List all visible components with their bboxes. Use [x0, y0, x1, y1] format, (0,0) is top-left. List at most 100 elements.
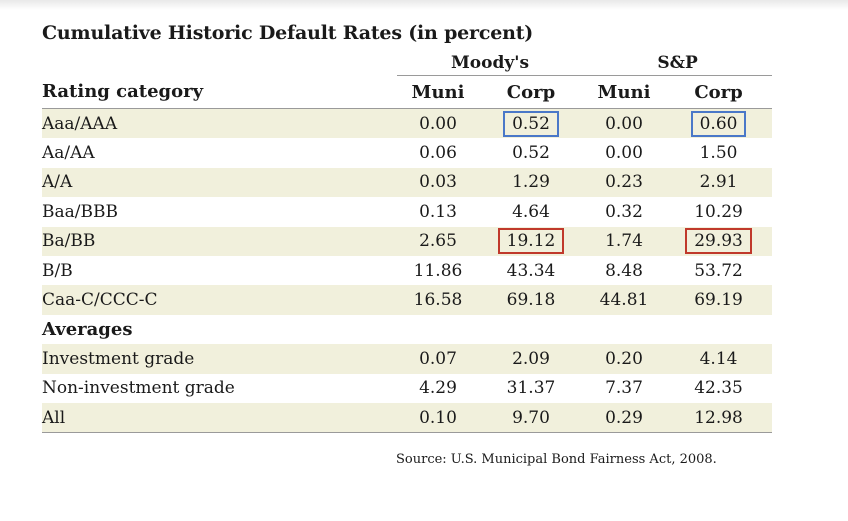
cell-value: 2.91 [699, 172, 738, 193]
table-cell: 0.60 [665, 108, 773, 139]
table-cell: 0.00 [583, 108, 666, 139]
cell-value: 4.14 [699, 348, 738, 369]
table-cell: 0.00 [397, 108, 479, 139]
column-group-sp: S&P [583, 46, 773, 76]
table-cell: 31.37 [479, 374, 583, 403]
default-rates-table: Moody's S&P Rating category Muni Corp Mu… [42, 46, 773, 434]
header-sp-muni: Muni [583, 75, 666, 109]
table-title: Cumulative Historic Default Rates (in pe… [42, 22, 534, 44]
row-label: Non-investment grade [42, 378, 235, 399]
table-row: Investment grade 0.07 2.09 0.20 4.14 [42, 344, 773, 374]
table-row: Caa-C/CCC-C 16.58 69.18 44.81 69.19 [42, 285, 773, 315]
top-shadow-bar [0, 0, 848, 10]
table-cell: 69.18 [479, 285, 584, 315]
table-cell: 12.98 [665, 402, 773, 434]
section-row-averages: Averages [42, 315, 772, 344]
table-cell: 0.29 [583, 402, 666, 434]
cell-value: 1.29 [512, 172, 550, 193]
row-label: A/A [42, 167, 397, 198]
row-label: Aaa/AAA [42, 108, 397, 139]
cell-value: 42.35 [694, 378, 743, 399]
cell-value: 0.20 [605, 348, 643, 369]
table-cell: 0.10 [397, 402, 479, 434]
table-row: Non-investment grade 4.29 31.37 7.37 42.35 [42, 374, 772, 403]
row-label: Aa/AA [42, 143, 95, 164]
cell-value: 0.00 [605, 143, 643, 164]
cell-value: 0.07 [419, 348, 457, 369]
cell-value: 0.29 [605, 407, 643, 428]
cell-value: 9.70 [512, 407, 550, 428]
cell-value: 4.29 [419, 378, 457, 399]
column-group-moodys: Moody's [397, 46, 584, 76]
table-cell: 16.58 [397, 285, 479, 315]
header-sp-corp: Corp [665, 75, 773, 109]
table-cell: 0.32 [583, 197, 665, 226]
cell-value: 8.48 [605, 260, 643, 281]
highlighted-cell-value: 0.52 [503, 110, 559, 137]
column-group-row: Moody's S&P [42, 46, 773, 76]
cell-value: 53.72 [694, 260, 743, 281]
table-row: Ba/BB 2.65 19.12 1.74 29.93 [42, 226, 773, 256]
row-label: Caa-C/CCC-C [42, 285, 397, 315]
cell-value: 0.32 [605, 201, 643, 222]
row-label: B/B [42, 260, 73, 281]
cell-value: 12.98 [694, 407, 743, 428]
table-cell: 0.07 [397, 344, 479, 374]
table-cell: 8.48 [583, 256, 665, 285]
section-label: Averages [42, 318, 133, 340]
table-cell: 29.93 [665, 226, 773, 256]
cell-value: 31.37 [506, 378, 556, 399]
cell-value: 16.58 [413, 290, 463, 311]
table-cell: 53.72 [665, 256, 772, 285]
table-cell: 0.13 [397, 197, 479, 226]
row-label: All [42, 402, 397, 434]
cell-value: 69.19 [694, 290, 743, 311]
source-note: Source: U.S. Municipal Bond Fairness Act… [396, 452, 717, 467]
table-cell: 2.09 [479, 344, 584, 374]
table-cell: 0.03 [397, 167, 479, 198]
cell-value: 1.50 [699, 143, 738, 164]
cell-value: 0.23 [605, 172, 643, 193]
table-row: Aa/AA 0.06 0.52 0.00 1.50 [42, 138, 772, 167]
table-cell: 9.70 [479, 402, 584, 434]
table-cell: 0.20 [583, 344, 666, 374]
cell-value: 0.00 [419, 113, 457, 134]
row-label: Baa/BBB [42, 201, 118, 222]
table-row: A/A 0.03 1.29 0.23 2.91 [42, 167, 773, 198]
cell-value: 0.06 [419, 143, 457, 164]
default-rates-table-figure: Cumulative Historic Default Rates (in pe… [42, 20, 773, 434]
row-label: Ba/BB [42, 226, 397, 256]
cell-value: 0.00 [605, 113, 643, 134]
header-row: Rating category Muni Corp Muni Corp [42, 75, 773, 109]
table-row: Aaa/AAA 0.00 0.52 0.00 0.60 [42, 108, 773, 139]
cell-value: 0.52 [512, 143, 550, 164]
table-cell: 11.86 [397, 256, 479, 285]
table-row: Baa/BBB 0.13 4.64 0.32 10.29 [42, 197, 772, 226]
cell-value: 2.09 [512, 348, 550, 369]
table-cell: 7.37 [583, 374, 665, 403]
cell-value: 7.37 [605, 378, 643, 399]
table-row: B/B 11.86 43.34 8.48 53.72 [42, 256, 772, 285]
cell-value: 11.86 [413, 260, 463, 281]
cell-value: 0.10 [419, 407, 457, 428]
cell-value: 69.18 [506, 290, 556, 311]
table-cell: 2.91 [665, 167, 773, 198]
table-cell: 1.50 [665, 138, 772, 167]
header-moodys-corp: Corp [479, 75, 584, 109]
table-cell: 4.64 [479, 197, 583, 226]
table-body: Aaa/AAA 0.00 0.52 0.00 0.60 Aa/AA 0.06 0.52 0.00… [42, 108, 773, 434]
table-cell: 1.29 [479, 167, 584, 198]
table-cell: 69.19 [665, 285, 773, 315]
table-cell: 4.14 [665, 344, 773, 374]
header-rating-category: Rating category [42, 75, 397, 109]
table-cell: 2.65 [397, 226, 479, 256]
table-cell: 0.00 [583, 138, 665, 167]
cell-value: 0.13 [419, 201, 457, 222]
table-cell: 43.34 [479, 256, 583, 285]
cell-value: 43.34 [506, 260, 556, 281]
cell-value: 4.64 [512, 201, 550, 222]
table-row: All 0.10 9.70 0.29 12.98 [42, 402, 773, 434]
highlighted-cell-value: 29.93 [685, 228, 752, 255]
highlighted-cell-value: 19.12 [497, 228, 565, 255]
cell-value: 10.29 [694, 201, 743, 222]
